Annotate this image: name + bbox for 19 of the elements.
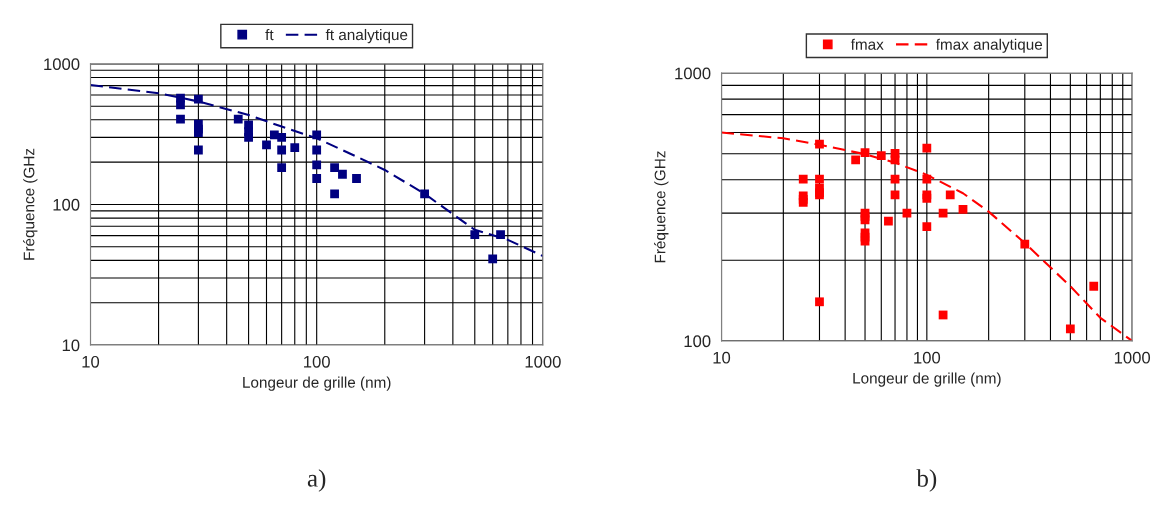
y-axis-title: Fréquence (GHz xyxy=(23,148,38,260)
legend-label: fmax xyxy=(850,38,884,50)
x-tick-label: 100 xyxy=(914,351,941,364)
x-axis-title: Longeur de grille (nm) xyxy=(243,376,391,391)
x-tick-label: 100 xyxy=(304,355,330,368)
legend-label: ft analytique xyxy=(325,28,408,44)
x-tick-label: 10 xyxy=(82,355,100,368)
legend-label: ft xyxy=(265,28,274,41)
y-tick-label: 100 xyxy=(53,198,80,211)
y-tick-label: 10 xyxy=(62,339,80,352)
y-tick-label: 1000 xyxy=(44,58,80,71)
x-axis-title: Longeur de grille (nm) xyxy=(853,372,1001,387)
x-tick-label: 1000 xyxy=(525,355,561,368)
x-tick-label: 10 xyxy=(713,351,731,364)
text: b) xyxy=(916,469,937,492)
legend-label: fmax analytique xyxy=(935,38,1043,53)
y-axis-title: Fréquence (GHz xyxy=(654,151,669,263)
x-tick-label: 1000 xyxy=(1114,351,1151,364)
text: a) xyxy=(307,469,326,492)
